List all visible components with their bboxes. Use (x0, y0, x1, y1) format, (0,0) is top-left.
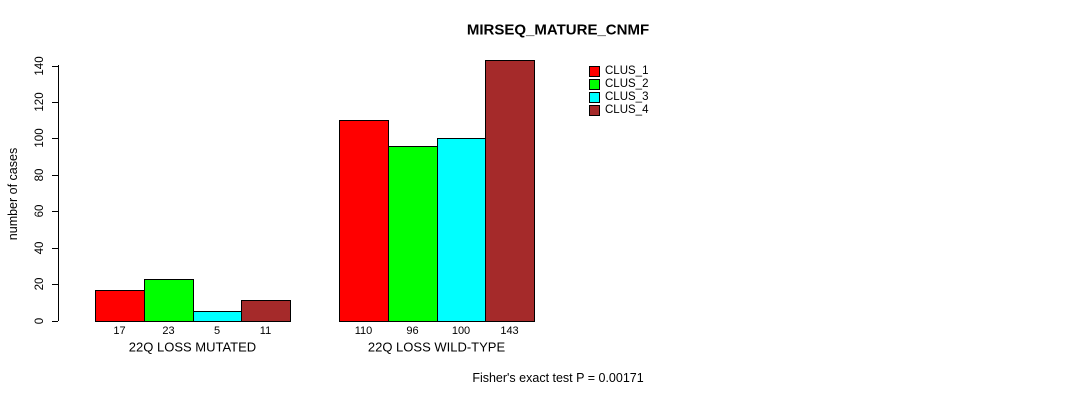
bar-value-label: 5 (213, 325, 221, 337)
legend-label: CLUS_3 (605, 91, 649, 103)
y-tick (52, 248, 58, 249)
bar-value-label: 143 (500, 325, 519, 337)
bar-value-label: 23 (162, 325, 175, 337)
bar-clus_4 (485, 60, 535, 322)
y-tick-label: 40 (34, 241, 46, 255)
footer-annotation: Fisher's exact test P = 0.00171 (472, 371, 644, 385)
y-tick-label: 60 (34, 204, 46, 218)
legend-swatch-clus_1 (589, 66, 600, 77)
bar-clus_4 (241, 300, 291, 322)
y-tick (52, 175, 58, 176)
bar-clus_1 (339, 120, 389, 322)
bar-clus_3 (193, 311, 242, 322)
bar-clus_1 (95, 290, 145, 322)
y-axis-label: number of cases (6, 147, 20, 241)
chart-title: MIRSEQ_MATURE_CNMF (466, 21, 650, 39)
x-category-label: 22Q LOSS WILD-TYPE (367, 339, 506, 355)
y-tick-label: 100 (34, 128, 46, 148)
y-tick-label: 140 (34, 56, 46, 76)
bar-value-label: 110 (354, 325, 373, 337)
legend-label: CLUS_2 (605, 78, 649, 90)
legend-label: CLUS_1 (605, 65, 649, 77)
y-tick-label: 20 (34, 277, 46, 291)
y-tick (52, 284, 58, 285)
y-tick (52, 211, 58, 212)
y-tick (52, 102, 58, 103)
y-tick (52, 321, 58, 322)
y-axis-line (58, 65, 59, 321)
bar-value-label: 96 (406, 325, 419, 337)
y-tick-label: 80 (34, 168, 46, 182)
y-tick-label: 120 (34, 92, 46, 112)
y-tick-label: 0 (34, 317, 46, 325)
bar-clus_3 (437, 138, 486, 322)
legend-swatch-clus_4 (589, 105, 600, 116)
bar-value-label: 11 (259, 325, 272, 337)
bar-clus_2 (144, 279, 194, 322)
legend-label: CLUS_4 (605, 104, 649, 116)
legend-swatch-clus_2 (589, 79, 600, 90)
bar-value-label: 17 (113, 325, 126, 337)
legend-swatch-clus_3 (589, 92, 600, 103)
y-tick (52, 138, 58, 139)
x-category-label: 22Q LOSS MUTATED (128, 339, 257, 355)
bar-clus_2 (388, 146, 438, 322)
y-tick (52, 66, 58, 67)
bar-value-label: 100 (451, 325, 471, 337)
